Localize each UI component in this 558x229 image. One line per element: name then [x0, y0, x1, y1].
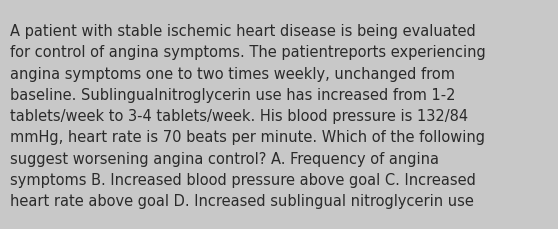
Text: A patient with stable ischemic heart disease is being evaluated
for control of a: A patient with stable ischemic heart dis… — [10, 24, 486, 208]
